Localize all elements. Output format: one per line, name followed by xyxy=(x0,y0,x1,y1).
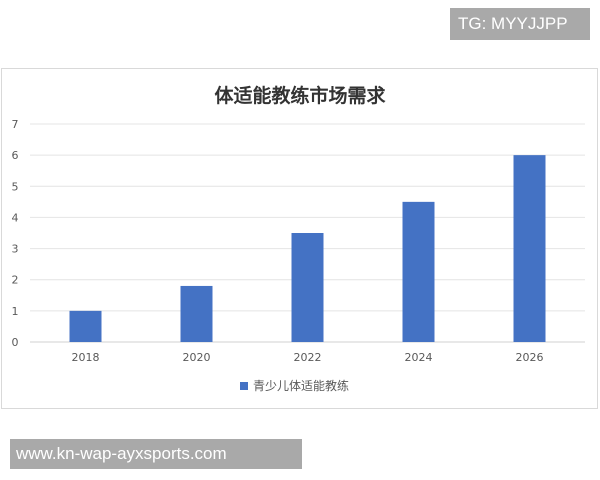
y-tick-label: 2 xyxy=(12,274,19,287)
bar xyxy=(291,233,324,342)
y-axis-ticks: 0 1 2 3 4 5 6 7 xyxy=(12,118,19,349)
x-axis-ticks: 2018 2020 2022 2024 2026 xyxy=(72,351,544,364)
legend: 青少儿体适能教练 xyxy=(240,378,349,393)
chart-title: 体适能教练市场需求 xyxy=(214,84,386,107)
y-tick-label: 7 xyxy=(12,118,19,131)
x-tick-label: 2026 xyxy=(516,351,544,364)
bar xyxy=(513,155,546,342)
bar xyxy=(69,310,102,342)
legend-label: 青少儿体适能教练 xyxy=(253,378,349,393)
x-tick-label: 2018 xyxy=(72,351,100,364)
y-tick-label: 3 xyxy=(12,243,19,256)
bar xyxy=(402,201,435,342)
watermark-bottom: www.kn-wap-ayxsports.com xyxy=(10,439,302,469)
y-tick-label: 4 xyxy=(12,211,19,224)
y-tick-label: 6 xyxy=(12,149,19,162)
x-tick-label: 2020 xyxy=(183,351,211,364)
bars xyxy=(69,155,546,342)
x-tick-label: 2022 xyxy=(294,351,322,364)
x-tick-label: 2024 xyxy=(405,351,433,364)
legend-swatch xyxy=(240,382,248,390)
bar xyxy=(180,285,213,342)
y-tick-label: 0 xyxy=(12,336,19,349)
watermark-top: TG: MYYJJPP xyxy=(450,8,590,40)
y-tick-label: 1 xyxy=(12,305,19,318)
y-tick-label: 5 xyxy=(12,180,19,193)
